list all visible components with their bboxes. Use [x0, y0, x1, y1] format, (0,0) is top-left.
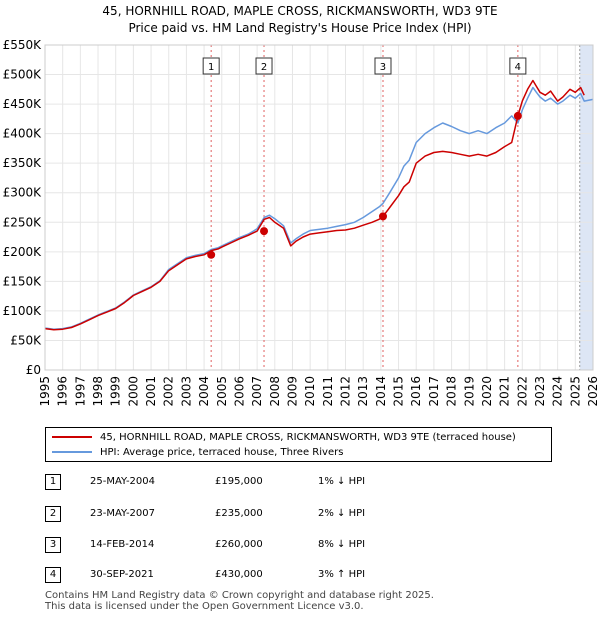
x-tick-label: 2010 — [303, 376, 317, 407]
y-tick-label: £450K — [3, 97, 43, 111]
y-tick-label: £0 — [26, 363, 41, 377]
y-tick-label: £200K — [3, 245, 43, 259]
x-tick-label: 2026 — [586, 376, 600, 407]
x-tick-label: 2019 — [462, 376, 476, 407]
x-tick-label: 2015 — [392, 376, 406, 407]
transaction-number: 2 — [45, 506, 61, 522]
x-tick-label: 2021 — [498, 376, 512, 407]
legend-item-property: 45, HORNHILL ROAD, MAPLE CROSS, RICKMANS… — [52, 430, 516, 444]
chart-legend: 45, HORNHILL ROAD, MAPLE CROSS, RICKMANS… — [45, 427, 552, 462]
transaction-hpi: 3% ↑ HPI — [318, 569, 366, 580]
y-tick-label: £400K — [3, 127, 43, 141]
transaction-number: 3 — [45, 537, 61, 553]
transaction-date: 23-MAY-2007 — [90, 508, 156, 519]
footer-copyright: Contains HM Land Registry data © Crown c… — [45, 590, 434, 601]
y-tick-label: £250K — [3, 215, 43, 229]
x-tick-label: 1995 — [38, 376, 52, 407]
price-chart: £0 £50K £100K £150K £200K £250K £300K £350K £400… — [3, 38, 600, 407]
x-tick-label: 2011 — [321, 376, 335, 407]
x-tick-label: 2016 — [409, 376, 423, 407]
legend-swatch-property — [52, 436, 92, 438]
footer: Contains HM Land Registry data © Crown c… — [45, 590, 434, 612]
transaction-price: £260,000 — [215, 539, 263, 550]
property-line — [44, 79, 585, 331]
y-tick-label: £350K — [3, 156, 43, 170]
x-tick-label: 2008 — [268, 376, 282, 407]
x-tick-label: 2017 — [427, 376, 441, 407]
transaction-marker-box — [255, 57, 273, 75]
x-tick-label: 2013 — [356, 376, 370, 407]
y-tick-label: £550K — [3, 38, 43, 52]
transaction-date: 14-FEB-2014 — [90, 539, 155, 550]
y-tick-label: £300K — [3, 186, 43, 200]
x-tick-label: 2001 — [144, 376, 158, 407]
transaction-hpi: 1% ↓ HPI — [318, 476, 366, 487]
transaction-hpi: 2% ↓ HPI — [318, 508, 366, 519]
transaction-marker-label: 4 — [515, 62, 521, 73]
x-tick-label: 2025 — [568, 376, 582, 407]
transaction-date: 25-MAY-2004 — [90, 476, 156, 487]
sale-point — [513, 111, 522, 120]
transaction-date: 30-SEP-2021 — [90, 569, 154, 580]
transaction-number: 4 — [45, 567, 61, 583]
transaction-marker-box — [374, 57, 392, 75]
x-tick-label: 2022 — [515, 376, 529, 407]
transaction-marker-label: 3 — [380, 62, 386, 73]
x-tick-label: 1997 — [73, 376, 87, 407]
x-tick-label: 2018 — [445, 376, 459, 407]
x-tick-label: 1999 — [109, 376, 123, 407]
transaction-price: £195,000 — [215, 476, 263, 487]
x-tick-label: 2009 — [285, 376, 299, 407]
x-tick-label: 2024 — [551, 376, 565, 407]
x-tick-label: 2023 — [533, 376, 547, 407]
x-tick-label: 1996 — [56, 376, 70, 407]
x-tick-label: 2014 — [374, 376, 388, 407]
transaction-price: £235,000 — [215, 508, 263, 519]
x-tick-label: 2004 — [197, 376, 211, 407]
legend-label-hpi: HPI: Average price, terraced house, Thre… — [100, 446, 344, 458]
transaction-price: £430,000 — [215, 569, 263, 580]
x-tick-label: 2020 — [480, 376, 494, 407]
transaction-marker-box — [509, 57, 527, 75]
y-tick-label: £500K — [3, 68, 43, 82]
plot-area — [45, 45, 593, 370]
transaction-hpi: 8% ↓ HPI — [318, 539, 366, 550]
x-tick-label: 2012 — [339, 376, 353, 407]
projection-shade — [579, 45, 593, 370]
x-tick-label: 2000 — [126, 376, 140, 407]
sale-point — [207, 250, 216, 259]
y-tick-label: £50K — [10, 333, 42, 347]
y-tick-label: £100K — [3, 304, 43, 318]
y-tick-label: £150K — [3, 274, 43, 288]
x-tick-label: 1998 — [91, 376, 105, 407]
transaction-marker-box — [202, 57, 220, 75]
legend-item-hpi: HPI: Average price, terraced house, Thre… — [52, 445, 343, 459]
legend-swatch-hpi — [52, 451, 92, 453]
plot-frame — [44, 44, 594, 371]
sale-point — [260, 227, 269, 236]
transaction-marker-label: 2 — [261, 62, 267, 73]
transaction-number: 1 — [45, 474, 61, 490]
chart-title: 45, HORNHILL ROAD, MAPLE CROSS, RICKMANS… — [102, 4, 498, 18]
transaction-marker-label: 1 — [208, 62, 214, 73]
x-tick-label: 2006 — [232, 376, 246, 407]
x-tick-label: 2007 — [250, 376, 264, 407]
legend-label-property: 45, HORNHILL ROAD, MAPLE CROSS, RICKMANS… — [100, 431, 516, 443]
x-tick-label: 2005 — [215, 376, 229, 407]
x-tick-label: 2002 — [162, 376, 176, 407]
chart-subtitle: Price paid vs. HM Land Registry's House … — [128, 21, 472, 35]
sale-point — [378, 212, 387, 221]
footer-licence: This data is licensed under the Open Gov… — [45, 601, 364, 612]
x-tick-label: 2003 — [179, 376, 193, 407]
